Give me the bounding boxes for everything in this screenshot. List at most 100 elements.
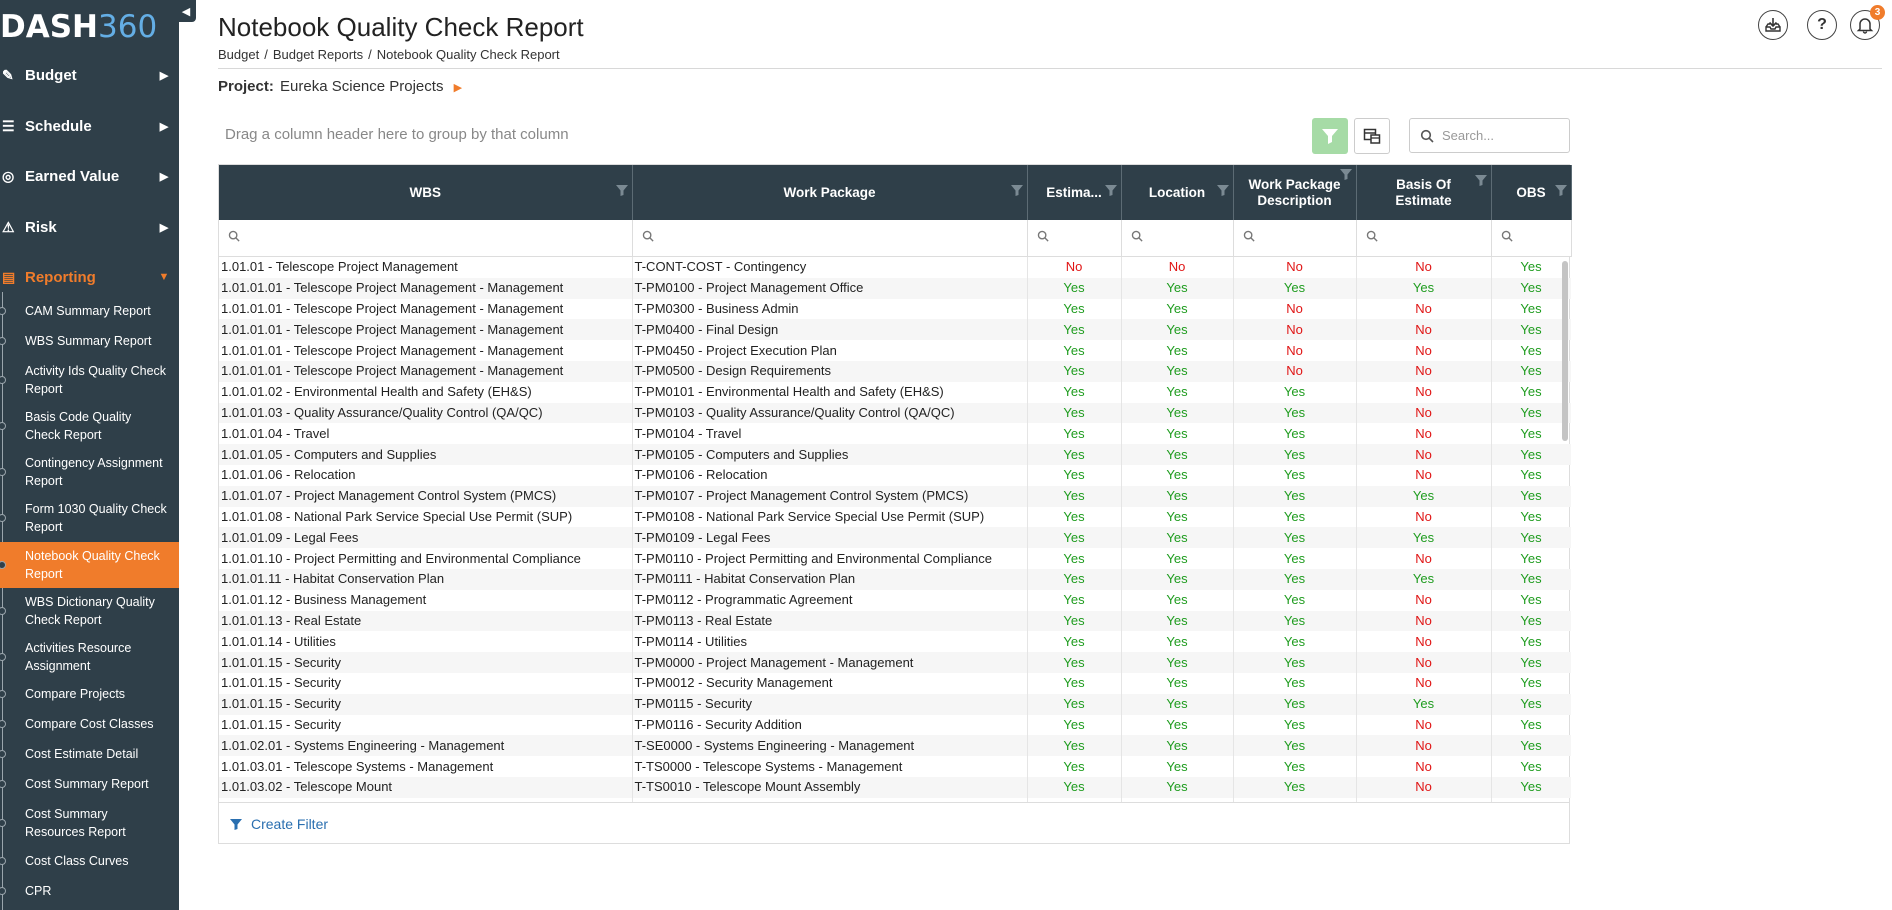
- column-header-wp-description[interactable]: Work Package Description: [1233, 165, 1357, 220]
- filter-toggle-button[interactable]: [1312, 118, 1348, 154]
- table-row[interactable]: 1.01.01.01 - Telescope Project Managemen…: [219, 340, 1571, 361]
- table-row[interactable]: 1.01.01.04 - Travel T-PM0104 - Travel Yes Y…: [219, 423, 1571, 445]
- table-row[interactable]: 1.01.01.05 - Computers and Supplies T-PM0…: [219, 444, 1571, 465]
- report-cost-estimate-detail[interactable]: Cost Estimate Detail: [0, 744, 179, 764]
- cell-check-status: Yes: [1027, 360, 1122, 382]
- table-row[interactable]: 1.01.01.08 - National Park Service Speci…: [219, 506, 1571, 528]
- table-row[interactable]: 1.01.01.15 - Security T-PM0000 - Project …: [219, 652, 1571, 673]
- nav-earned-value[interactable]: ◎ Earned Value ▶: [0, 151, 179, 201]
- report-activity-ids-qc[interactable]: Activity Ids Quality Check Report: [0, 361, 179, 399]
- help-button[interactable]: ?: [1807, 10, 1837, 40]
- report-cost-class-curves[interactable]: Cost Class Curves: [0, 851, 179, 871]
- table-row[interactable]: 1.01.01.01 - Telescope Project Managemen…: [219, 360, 1571, 382]
- column-filter-cell[interactable]: [1356, 220, 1492, 257]
- table-row[interactable]: 1.01.01.01 - Telescope Project Managemen…: [219, 298, 1571, 320]
- create-filter-button[interactable]: Create Filter: [219, 802, 1569, 844]
- table-row[interactable]: 1.01.01.07 - Project Management Control …: [219, 485, 1571, 507]
- table-row[interactable]: 1.01.01.15 - Security T-PM0115 - Security…: [219, 693, 1571, 715]
- table-row[interactable]: 1.01.01.15 - Security T-PM0116 - Security…: [219, 714, 1571, 736]
- cell-check-status: Yes: [1121, 277, 1234, 299]
- app-logo[interactable]: DASH360: [0, 8, 157, 46]
- report-cam-summary[interactable]: CAM Summary Report: [0, 301, 179, 321]
- table-row[interactable]: 1.01.01.11 - Habitat Conservation Plan T-…: [219, 568, 1571, 590]
- report-cpr[interactable]: CPR: [0, 881, 179, 901]
- report-cost-summary[interactable]: Cost Summary Report: [0, 774, 179, 794]
- cell-check-status: No: [1356, 776, 1492, 798]
- report-label: Cost Estimate Detail: [25, 747, 139, 761]
- column-filter-icon[interactable]: [1474, 173, 1488, 191]
- report-wbs-dictionary-qc[interactable]: WBS Dictionary Quality Check Report: [0, 592, 179, 630]
- column-filter-icon[interactable]: [1339, 167, 1353, 185]
- table-row[interactable]: 1.01.01 - Telescope Project Management T-…: [219, 257, 1571, 278]
- nav-reporting[interactable]: ▤ Reporting ▼: [0, 252, 179, 302]
- column-filter-cell[interactable]: [1121, 220, 1234, 257]
- report-basis-code-qc[interactable]: Basis Code Quality Check Report: [0, 407, 179, 445]
- column-filter-icon[interactable]: [1554, 183, 1568, 201]
- grid-body[interactable]: 1.01.01 - Telescope Project Management T-…: [219, 257, 1571, 802]
- table-row[interactable]: 1.01.01.01 - Telescope Project Managemen…: [219, 277, 1571, 299]
- cell-check-status: Yes: [1491, 610, 1571, 632]
- table-row[interactable]: 1.01.01.12 - Business Management T-PM0112…: [219, 589, 1571, 611]
- breadcrumb-item[interactable]: Budget: [218, 47, 260, 62]
- column-filter-cell[interactable]: [632, 220, 1028, 257]
- column-filter-icon[interactable]: [1216, 183, 1230, 201]
- grid-scrollbar[interactable]: [1562, 261, 1568, 441]
- cell-wbs: 1.01.01.12 - Business Management: [219, 589, 633, 611]
- project-selector[interactable]: Project: Eureka Science Projects ▶: [218, 78, 462, 95]
- column-header-work-package[interactable]: Work Package: [632, 165, 1028, 220]
- column-chooser-button[interactable]: [1354, 118, 1390, 154]
- table-row[interactable]: 1.01.03.01 - Telescope Systems - Managem…: [219, 756, 1571, 777]
- report-form-1030-qc[interactable]: Form 1030 Quality Check Report: [0, 499, 179, 537]
- nav-risk[interactable]: ⚠ Risk ▶: [0, 202, 179, 252]
- notifications-button[interactable]: 3: [1850, 5, 1885, 40]
- cell-work-package: T-TS0000 - Telescope Systems - Managemen…: [632, 756, 1028, 777]
- table-row[interactable]: 1.01.01.01 - Telescope Project Managemen…: [219, 319, 1571, 341]
- download-tray-button[interactable]: [1758, 10, 1788, 40]
- report-compare-projects[interactable]: Compare Projects: [0, 684, 179, 704]
- report-compare-cost-classes[interactable]: Compare Cost Classes: [0, 714, 179, 734]
- column-filter-cell[interactable]: [1027, 220, 1122, 257]
- table-row[interactable]: 1.01.01.09 - Legal Fees T-PM0109 - Legal …: [219, 527, 1571, 549]
- report-wbs-summary[interactable]: WBS Summary Report: [0, 331, 179, 351]
- cell-check-status: Yes: [1491, 298, 1571, 320]
- column-filter-icon[interactable]: [1104, 183, 1118, 201]
- sidebar-collapse-button[interactable]: ◀: [176, 0, 196, 22]
- column-filter-icon[interactable]: [1010, 183, 1024, 201]
- tree-node: [0, 887, 6, 895]
- cell-check-status: No: [1356, 714, 1492, 736]
- table-row[interactable]: 1.01.01.10 - Project Permitting and Envi…: [219, 548, 1571, 569]
- report-notebook-qc[interactable]: Notebook Quality Check Report▶: [0, 542, 179, 588]
- cell-work-package: T-PM0300 - Business Admin: [632, 298, 1028, 320]
- column-header-obs[interactable]: OBS: [1491, 165, 1572, 220]
- cell-check-status: No: [1356, 360, 1492, 382]
- nav-budget[interactable]: ✎ Budget ▶: [0, 50, 179, 100]
- data-grid: WBS Work Package Estima... Location Work…: [218, 164, 1572, 844]
- column-filter-cell[interactable]: [1233, 220, 1357, 257]
- table-row[interactable]: 1.01.02.01 - Systems Engineering - Manag…: [219, 735, 1571, 757]
- table-row[interactable]: 1.01.01.02 - Environmental Health and Sa…: [219, 381, 1571, 403]
- group-by-panel[interactable]: Drag a column header here to group by th…: [225, 126, 569, 143]
- column-header-basis-of-estimate[interactable]: Basis Of Estimate: [1356, 165, 1492, 220]
- search-input[interactable]: [1442, 128, 1557, 143]
- table-row[interactable]: 1.01.01.14 - Utilities T-PM0114 - Utiliti…: [219, 631, 1571, 653]
- column-filter-icon[interactable]: [615, 183, 629, 201]
- column-filter-cell[interactable]: [219, 220, 633, 257]
- table-row[interactable]: 1.01.01.03 - Quality Assurance/Quality C…: [219, 402, 1571, 424]
- breadcrumb-item[interactable]: Budget Reports: [272, 47, 364, 62]
- table-row[interactable]: 1.01.03.02 - Telescope Mount T-TS0010 - T…: [219, 776, 1571, 798]
- report-activities-resource[interactable]: Activities Resource Assignment: [0, 638, 179, 676]
- column-filter-cell[interactable]: [1491, 220, 1572, 257]
- cell-check-status: Yes: [1027, 672, 1122, 694]
- table-row[interactable]: 1.01.01.06 - Relocation T-PM0106 - Reloca…: [219, 464, 1571, 486]
- nav-schedule[interactable]: ☰ Schedule ▶: [0, 101, 179, 151]
- grid-search[interactable]: [1409, 118, 1570, 153]
- cell-work-package: T-PM0450 - Project Execution Plan: [632, 340, 1028, 361]
- column-header-estimate[interactable]: Estima...: [1027, 165, 1122, 220]
- column-header-wbs[interactable]: WBS: [219, 165, 633, 220]
- report-cost-summary-resources[interactable]: Cost Summary Resources Report: [0, 804, 179, 842]
- table-row[interactable]: 1.01.01.15 - Security T-PM0012 - Security…: [219, 672, 1571, 694]
- column-header-location[interactable]: Location: [1121, 165, 1234, 220]
- report-contingency-assignment[interactable]: Contingency Assignment Report: [0, 453, 179, 491]
- table-row[interactable]: 1.01.01.13 - Real Estate T-PM0113 - Real …: [219, 610, 1571, 632]
